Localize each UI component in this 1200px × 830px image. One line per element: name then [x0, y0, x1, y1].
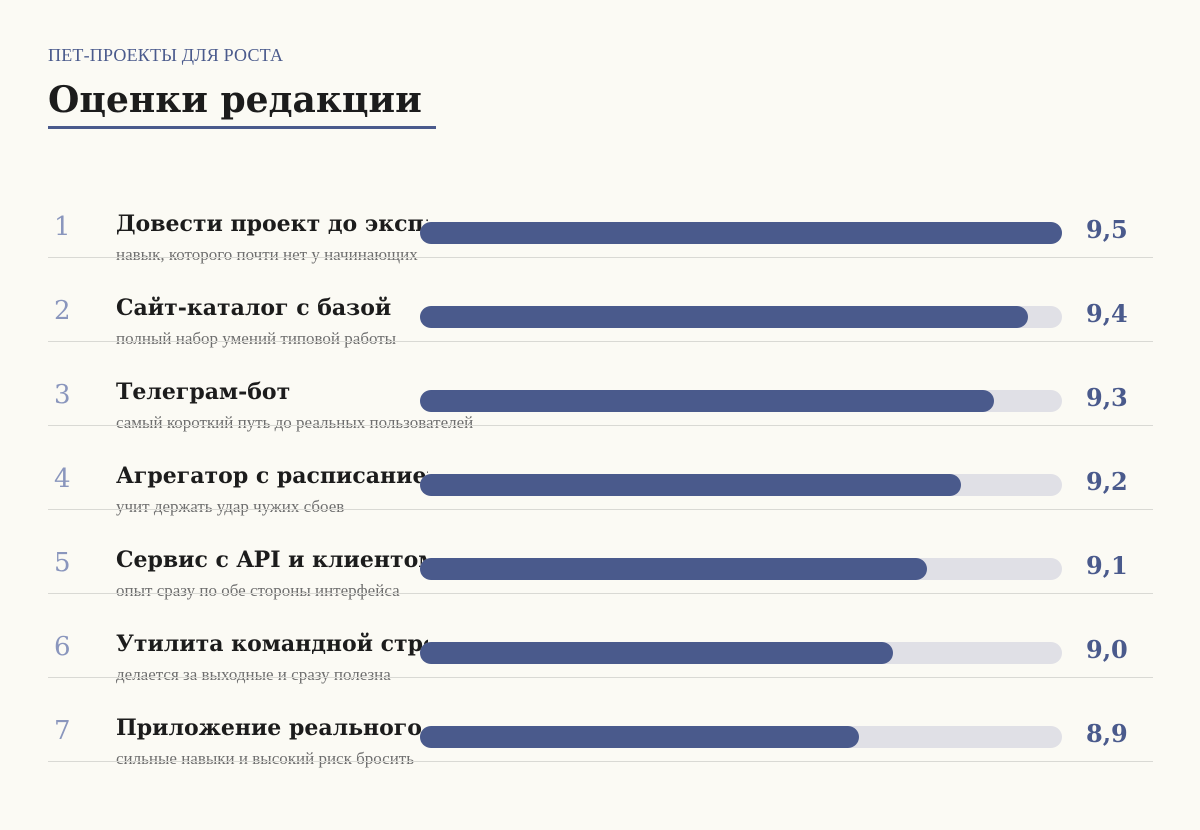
bar-label-clip: Агрегатор с расписанием: [116, 458, 428, 498]
row-divider: [48, 425, 1153, 426]
data-label: 9,2: [1086, 467, 1128, 496]
bar: [420, 642, 894, 664]
row-divider: [48, 509, 1153, 510]
bar: [420, 222, 1062, 244]
bar: [420, 474, 961, 496]
data-label: 9,0: [1086, 635, 1128, 664]
bar-chart: 1 Довести проект до эксплуатации навык, ко…: [48, 0, 1153, 830]
row-divider: [48, 257, 1153, 258]
rank-number: 5: [54, 548, 71, 578]
row-divider: [48, 761, 1153, 762]
row-divider: [48, 677, 1153, 678]
bar-description: сильные навыки и высокий риск бросить: [116, 749, 414, 768]
bar-label: Сервис с API и клиентом: [116, 547, 428, 573]
table-row: 3 Телеграм-бот самый короткий путь до реал…: [48, 374, 1153, 458]
bar: [420, 390, 995, 412]
bar-track: [420, 558, 1062, 580]
bar-description: навык, которого почти нет у начинающих: [116, 245, 418, 264]
rank-number: 6: [54, 632, 71, 662]
table-row: 2 Сайт-каталог с базой полный набор умений…: [48, 290, 1153, 374]
bar: [420, 558, 927, 580]
bar-track: [420, 222, 1062, 244]
rank-number: 3: [54, 380, 71, 410]
bar-label-clip: Сайт-каталог с базой: [116, 290, 428, 330]
bar-description: самый короткий путь до реальных пользова…: [116, 413, 474, 432]
bar-label: Телеграм-бот: [116, 379, 291, 405]
data-label: 9,4: [1086, 299, 1128, 328]
bar-label: Утилита командной строки: [116, 631, 428, 657]
row-divider: [48, 341, 1153, 342]
rank-number: 7: [54, 716, 71, 746]
bar-description: опыт сразу по обе стороны интерфейса: [116, 581, 400, 600]
rank-number: 2: [54, 296, 71, 326]
bar-label: Агрегатор с расписанием: [116, 463, 428, 489]
kicker: Пет-проекты для роста: [48, 45, 284, 65]
bar-label-clip: Утилита командной строки: [116, 626, 428, 666]
bar-description: учит держать удар чужих сбоев: [116, 497, 345, 516]
rank-number: 4: [54, 464, 71, 494]
table-row: 6 Утилита командной строки делается за вых…: [48, 626, 1153, 710]
table-row: 7 Приложение реального времени сильные нав…: [48, 710, 1153, 794]
bar-label: Сайт-каталог с базой: [116, 295, 392, 321]
table-row: 4 Агрегатор с расписанием учит держать уда…: [48, 458, 1153, 542]
bar-track: [420, 726, 1062, 748]
data-label: 9,5: [1086, 215, 1128, 244]
table-row: 5 Сервис с API и клиентом опыт сразу по об…: [48, 542, 1153, 626]
bar-label: Довести проект до эксплуатации: [116, 211, 428, 237]
bar-track: [420, 390, 1062, 412]
row-divider: [48, 593, 1153, 594]
bar-track: [420, 642, 1062, 664]
bar-label-clip: Сервис с API и клиентом: [116, 542, 428, 582]
bar-label: Приложение реального времени: [116, 715, 428, 741]
data-label: 9,3: [1086, 383, 1128, 412]
rank-number: 1: [54, 212, 71, 242]
data-label: 8,9: [1086, 719, 1128, 748]
bar-label-clip: Довести проект до эксплуатации: [116, 206, 428, 246]
bar: [420, 726, 860, 748]
table-row: 1 Довести проект до эксплуатации навык, ко…: [48, 206, 1153, 290]
bar-track: [420, 306, 1062, 328]
title-underline: [48, 126, 436, 129]
bar-description: делается за выходные и сразу полезна: [116, 665, 391, 684]
bar-label-clip: Приложение реального времени: [116, 710, 428, 750]
bar-label-clip: Телеграм-бот: [116, 374, 428, 414]
page-title: Оценки редакции: [48, 79, 422, 121]
bar-track: [420, 474, 1062, 496]
bar: [420, 306, 1029, 328]
data-label: 9,1: [1086, 551, 1128, 580]
bar-description: полный набор умений типовой работы: [116, 329, 397, 348]
